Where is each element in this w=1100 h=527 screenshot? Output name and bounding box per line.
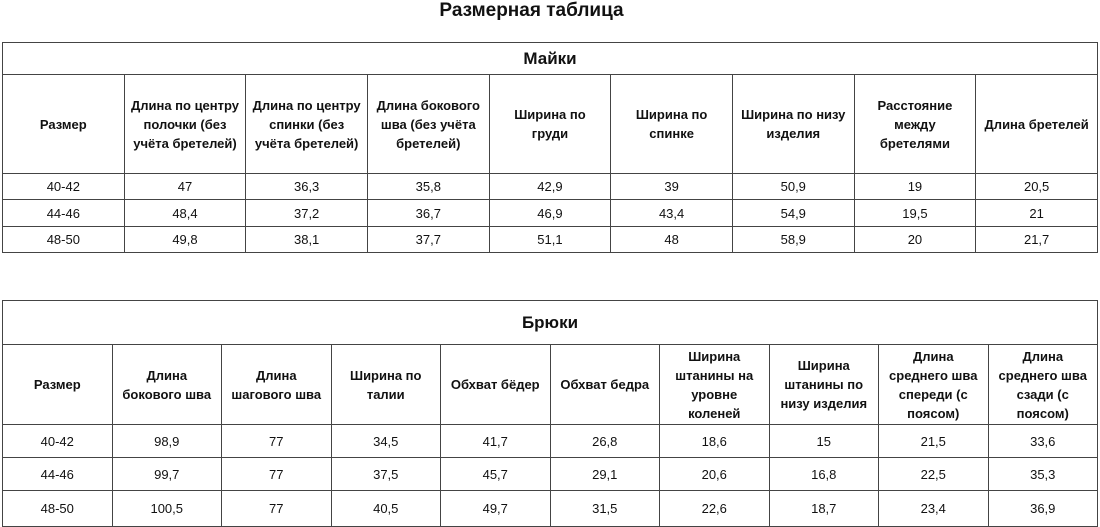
data-cell: 77 (221, 424, 332, 458)
header-cell: Длина среднего шва сзади (с поясом) (987, 344, 1098, 425)
data-cell: 48,4 (123, 199, 247, 227)
data-cell: 50,9 (731, 173, 855, 200)
data-cell: 20,6 (659, 457, 770, 491)
data-cell: 48 (610, 226, 733, 253)
data-row: 44-46 99,7 77 37,5 45,7 29,1 20,6 16,8 22,5 35,3 (2, 457, 1098, 491)
data-cell: 38,1 (245, 226, 368, 253)
data-cell: 19,5 (853, 199, 977, 227)
data-cell: 54,9 (731, 199, 855, 227)
data-cell: 40-42 (2, 173, 125, 200)
header-cell: Длина бретелей (975, 74, 1098, 174)
header-cell: Расстояние между бретелями (853, 74, 977, 174)
data-cell: 20,5 (975, 173, 1098, 200)
page-title: Размерная таблица (439, 0, 624, 21)
data-row: 44-46 48,4 37,2 36,7 46,9 43,4 54,9 19,5 21 (2, 199, 1098, 227)
data-cell: 43,4 (610, 199, 733, 227)
data-cell: 98,9 (111, 424, 222, 458)
data-cell: 23,4 (878, 490, 989, 527)
data-cell: 37,7 (366, 226, 490, 253)
data-cell: 26,8 (549, 424, 660, 458)
title-row: Брюки (2, 300, 1098, 345)
data-cell: 18,6 (659, 424, 770, 458)
size-table: Брюки Размер Длина бокового шва Длина шагов… (2, 300, 1098, 527)
header-cell: Размер (2, 74, 125, 174)
header-cell: Обхват бёдер (440, 344, 551, 425)
header-cell: Длина бокового шва (111, 344, 222, 425)
data-cell: 99,7 (111, 457, 222, 491)
data-cell: 48-50 (2, 226, 125, 253)
header-cell: Длина по центру спинки (без учёта бретел… (245, 74, 368, 174)
header-cell: Длина по центру полочки (без учёта брете… (123, 74, 247, 174)
data-cell: 58,9 (731, 226, 855, 253)
data-cell: 18,7 (768, 490, 879, 527)
data-cell: 33,6 (987, 424, 1098, 458)
data-cell: 19 (853, 173, 977, 200)
header-cell: Ширина по талии (330, 344, 441, 425)
data-cell: 21 (975, 199, 1098, 227)
data-cell: 45,7 (440, 457, 551, 491)
data-cell: 44-46 (2, 199, 125, 227)
data-row: 48-50 49,8 38,1 37,7 51,1 48 58,9 20 21,7 (2, 226, 1098, 253)
table-title: Брюки (2, 300, 1098, 345)
data-cell: 37,2 (245, 199, 368, 227)
data-cell: 29,1 (549, 457, 660, 491)
header-cell: Обхват бедра (549, 344, 660, 425)
data-cell: 36,3 (245, 173, 368, 200)
data-cell: 36,9 (987, 490, 1098, 527)
data-row: 48-50 100,5 77 40,5 49,7 31,5 22,6 18,7 23,4 36,9 (2, 490, 1098, 527)
data-cell: 42,9 (488, 173, 612, 200)
data-cell: 21,7 (975, 226, 1098, 253)
data-cell: 34,5 (330, 424, 441, 458)
data-cell: 21,5 (878, 424, 989, 458)
header-row: Размер Длина бокового шва Длина шагового ш… (2, 344, 1098, 425)
data-cell: 15 (768, 424, 879, 458)
data-cell: 37,5 (330, 457, 441, 491)
data-cell: 22,6 (659, 490, 770, 527)
header-cell: Длина среднего шва спереди (с поясом) (878, 344, 989, 425)
data-cell: 51,1 (488, 226, 612, 253)
data-cell: 49,7 (440, 490, 551, 527)
header-cell: Ширина по спинке (610, 74, 733, 174)
data-cell: 49,8 (123, 226, 247, 253)
data-cell: 39 (610, 173, 733, 200)
header-cell: Длина бокового шва (без учёта бретелей) (366, 74, 490, 174)
header-cell: Ширина штанины по низу изделия (768, 344, 879, 425)
data-cell: 44-46 (2, 457, 113, 491)
data-cell: 47 (123, 173, 247, 200)
data-cell: 22,5 (878, 457, 989, 491)
header-cell: Длина шагового шва (221, 344, 332, 425)
data-cell: 100,5 (111, 490, 222, 527)
data-cell: 40-42 (2, 424, 113, 458)
header-row: Размер Длина по центру полочки (без учёта… (2, 74, 1098, 174)
data-cell: 40,5 (330, 490, 441, 527)
header-cell: Ширина по низу изделия (731, 74, 855, 174)
data-cell: 41,7 (440, 424, 551, 458)
title-row: Майки (2, 42, 1098, 75)
data-cell: 35,8 (366, 173, 490, 200)
data-cell: 31,5 (549, 490, 660, 527)
data-cell: 16,8 (768, 457, 879, 491)
size-table: Майки Размер Длина по центру полочки (без … (2, 42, 1098, 253)
data-cell: 77 (221, 457, 332, 491)
header-cell: Ширина штанины на уровне коленей (659, 344, 770, 425)
data-cell: 46,9 (488, 199, 612, 227)
header-cell: Размер (2, 344, 113, 425)
header-cell: Ширина по груди (488, 74, 612, 174)
data-cell: 48-50 (2, 490, 113, 527)
data-row: 40-42 47 36,3 35,8 42,9 39 50,9 19 20,5 (2, 173, 1098, 200)
table-title: Майки (2, 42, 1098, 75)
data-cell: 20 (853, 226, 977, 253)
data-row: 40-42 98,9 77 34,5 41,7 26,8 18,6 15 21,5 33,6 (2, 424, 1098, 458)
data-cell: 36,7 (366, 199, 490, 227)
data-cell: 35,3 (987, 457, 1098, 491)
data-cell: 77 (221, 490, 332, 527)
